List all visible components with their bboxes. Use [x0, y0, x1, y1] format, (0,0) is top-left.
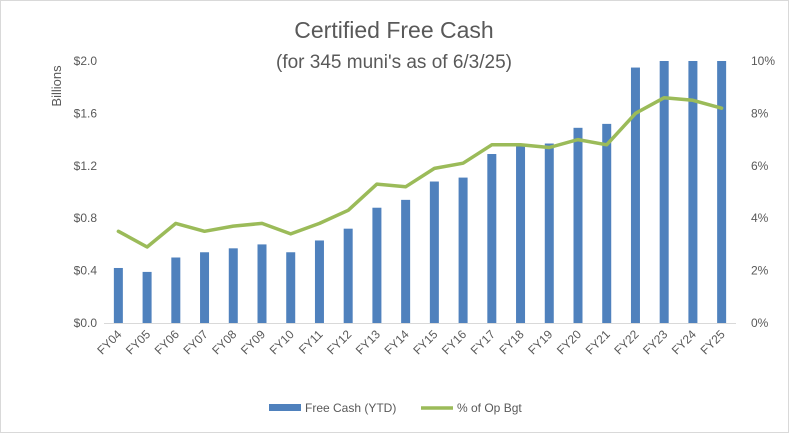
x-tick-label: FY07 [180, 327, 210, 357]
bar-fy12 [343, 228, 353, 323]
x-tick-label: FY10 [267, 327, 297, 357]
bar-fy18 [516, 144, 526, 323]
bar-fy05 [142, 271, 152, 323]
x-tick-label: FY09 [238, 327, 268, 357]
legend-swatch-free-cash [269, 404, 301, 411]
bar-fy23 [659, 61, 669, 323]
y-tick-label: $1.2 [74, 159, 98, 173]
x-tick-label: FY20 [554, 327, 584, 357]
x-tick-label: FY13 [353, 327, 383, 357]
y2-tick-label: 8% [751, 106, 769, 120]
y2-tick-label: 4% [751, 211, 769, 225]
bar-fy20 [573, 127, 583, 323]
x-tick-label: FY17 [468, 327, 498, 357]
x-tick-label: FY05 [123, 327, 153, 357]
x-tick-label: FY22 [611, 327, 641, 357]
bar-fy17 [487, 154, 497, 323]
bar-fy09 [257, 244, 267, 323]
x-tick-label: FY24 [669, 327, 699, 357]
legend-label-pct-op-bgt: % of Op Bgt [457, 401, 522, 415]
legend-label-free-cash: Free Cash (YTD) [305, 401, 396, 415]
bar-fy07 [200, 252, 210, 323]
x-tick-label: FY23 [640, 327, 670, 357]
x-tick-label: FY19 [525, 327, 555, 357]
bar-fy24 [688, 61, 698, 323]
y-tick-label: $0.8 [74, 211, 98, 225]
x-tick-label: FY25 [698, 327, 728, 357]
bar-fy08 [228, 248, 238, 323]
x-tick-label: FY12 [324, 327, 354, 357]
x-tick-label: FY15 [410, 327, 440, 357]
bar-fy13 [372, 207, 382, 323]
y2-tick-label: 10% [751, 54, 775, 68]
y2-tick-label: 6% [751, 159, 769, 173]
x-tick-label: FY18 [496, 327, 526, 357]
bar-fy21 [602, 123, 612, 323]
x-tick-label: FY06 [152, 327, 182, 357]
chart-title: Certified Free Cash [294, 17, 493, 43]
bar-fy25 [717, 61, 727, 323]
bar-fy14 [401, 199, 411, 323]
y2-tick-label: 2% [751, 264, 769, 278]
bar-fy04 [113, 267, 123, 323]
bar-fy06 [171, 257, 181, 323]
x-tick-label: FY08 [209, 327, 239, 357]
bar-fy11 [314, 240, 324, 323]
chart-subtitle: (for 345 muni's as of 6/3/25) [276, 52, 512, 73]
y2-tick-label: 0% [751, 316, 769, 330]
y-tick-label: $1.6 [74, 106, 98, 120]
y-tick-label: $0.4 [74, 264, 98, 278]
x-tick-label: FY14 [382, 327, 412, 357]
y-tick-label: $2.0 [74, 54, 98, 68]
pct-op-bgt-line [116, 95, 724, 249]
x-tick-label: FY21 [583, 327, 613, 357]
y-axis-label: Billions [49, 65, 64, 107]
bar-fy19 [544, 143, 554, 323]
bar-fy22 [630, 67, 640, 323]
x-tick-label: FY04 [94, 327, 124, 357]
bar-fy16 [458, 177, 468, 323]
bar-fy10 [286, 252, 296, 323]
x-tick-label: FY11 [296, 327, 326, 357]
x-tick-label: FY16 [439, 327, 469, 357]
y-tick-label: $0.0 [74, 316, 98, 330]
bar-fy15 [429, 181, 439, 323]
